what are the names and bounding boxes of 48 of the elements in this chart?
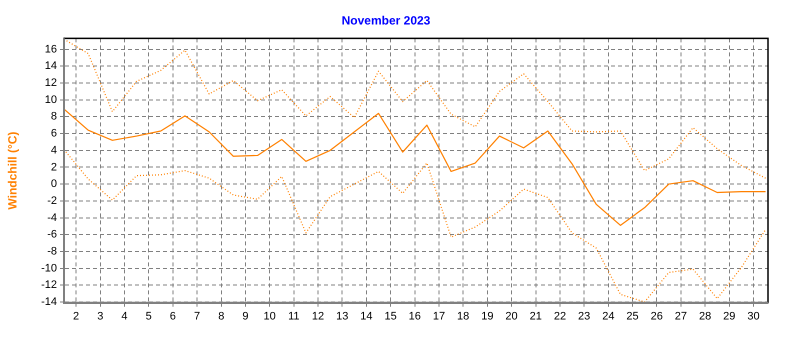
x-tick-label: 10	[264, 310, 276, 322]
x-tick-label: 14	[360, 310, 373, 322]
x-tick-label: 20	[505, 310, 518, 322]
x-tick-label: 18	[457, 310, 470, 322]
x-tick-label: 27	[674, 310, 688, 322]
x-tick-label: 12	[312, 310, 324, 322]
x-tick-label: 7	[194, 310, 200, 322]
x-tick-label: 4	[121, 310, 128, 322]
x-tick-label: 25	[626, 310, 639, 322]
x-tick-label: 11	[288, 310, 300, 322]
y-tick-label: -10	[41, 262, 57, 274]
x-tick-label: 23	[578, 310, 590, 322]
x-tick-label: 3	[97, 310, 104, 322]
x-tick-label: 2	[73, 310, 80, 322]
line-series	[64, 38, 766, 179]
y-tick-label: 6	[50, 128, 57, 140]
y-tick-label: 14	[44, 60, 57, 72]
x-tick-label: 19	[481, 310, 494, 322]
y-tick-label: -14	[41, 296, 57, 308]
y-tick-label: 4	[50, 144, 57, 156]
chart-title: November 2023	[342, 14, 431, 28]
x-tick-label: 26	[650, 310, 663, 322]
x-tick-label: 28	[698, 310, 712, 322]
x-tick-label: 8	[218, 310, 224, 322]
x-tick-label: 22	[554, 310, 566, 322]
y-tick-label: 10	[44, 94, 57, 106]
y-tick-label: -6	[47, 228, 57, 241]
x-tick-label: 13	[336, 310, 348, 322]
y-tick-label: 0	[50, 178, 57, 190]
x-tick-label: 30	[747, 310, 760, 322]
y-tick-label: -2	[47, 194, 57, 207]
x-tick-label: 29	[723, 310, 736, 322]
y-tick-label: 16	[44, 43, 57, 56]
y-tick-label: 12	[44, 77, 57, 90]
x-tick-label: 6	[170, 310, 176, 322]
y-tick-label: -4	[47, 212, 57, 224]
y-tick-label: -12	[41, 279, 57, 292]
x-tick-label: 5	[146, 310, 152, 322]
y-axis-title: Windchill (°C)	[6, 132, 20, 210]
y-tick-label: 2	[50, 161, 57, 174]
x-tick-label: 9	[242, 310, 249, 322]
x-tick-label: 17	[432, 310, 446, 322]
x-tick-label: 16	[408, 310, 421, 322]
y-tick-label: -8	[47, 245, 57, 258]
x-tick-label: 24	[602, 310, 614, 322]
y-tick-label: 8	[50, 110, 57, 123]
x-tick-label: 15	[384, 310, 397, 322]
x-tick-label: 21	[530, 310, 542, 322]
